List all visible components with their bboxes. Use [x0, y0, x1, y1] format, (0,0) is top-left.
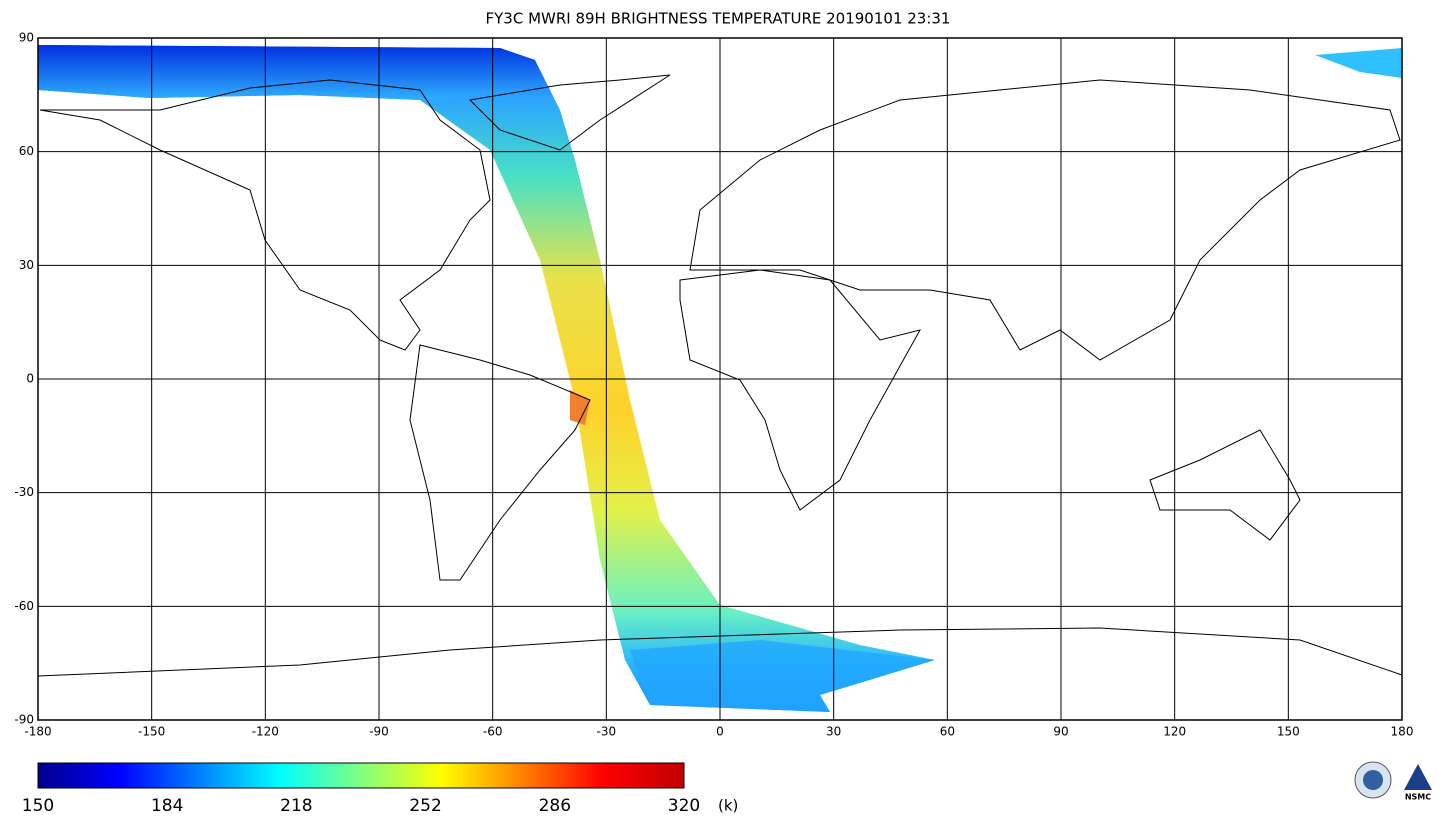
colorbar-unit: (k) [718, 797, 738, 815]
colorbar-tick-label: 150 [22, 796, 54, 816]
y-tick-label: 0 [26, 372, 34, 386]
logo-text: NSMC [1405, 793, 1431, 802]
x-tick-label: -150 [138, 725, 165, 739]
y-tick-label: -60 [14, 599, 34, 613]
x-tick-label: 180 [1391, 725, 1414, 739]
colorbar-tick-label: 252 [409, 796, 441, 816]
y-tick-label: 30 [19, 258, 34, 272]
x-tick-label: 120 [1163, 725, 1186, 739]
colorbar-tick-label: 286 [539, 796, 571, 816]
title: FY3C MWRI 89H BRIGHTNESS TEMPERATURE 201… [486, 10, 951, 28]
x-tick-label: -90 [369, 725, 389, 739]
grid [37, 37, 1403, 721]
x-tick-label: 30 [826, 725, 841, 739]
logo-triangle [1404, 764, 1432, 790]
swath [38, 45, 1402, 712]
y-tick-label: -90 [14, 713, 34, 727]
colorbar-tick-label: 184 [151, 796, 183, 816]
colorbar-tick-label: 320 [668, 796, 700, 816]
y-tick-label: -30 [14, 485, 34, 499]
x-tick-label: 0 [716, 725, 724, 739]
y-tick-label: 60 [19, 144, 34, 158]
y-tick-label: 90 [19, 31, 34, 45]
coastlines [37, 74, 1403, 677]
colorbar-tick-label: 218 [280, 796, 312, 816]
x-tick-label: -120 [252, 725, 279, 739]
map-frame [37, 37, 1403, 721]
x-tick-label: -30 [597, 725, 617, 739]
logo-inner [1363, 770, 1383, 790]
x-tick-label: 60 [940, 725, 955, 739]
logos: NSMC [1354, 761, 1432, 802]
x-tick-label: 150 [1277, 725, 1300, 739]
x-tick-label: -60 [483, 725, 503, 739]
colorbar [37, 762, 685, 789]
x-tick-label: -180 [24, 725, 51, 739]
x-tick-label: 90 [1053, 725, 1068, 739]
